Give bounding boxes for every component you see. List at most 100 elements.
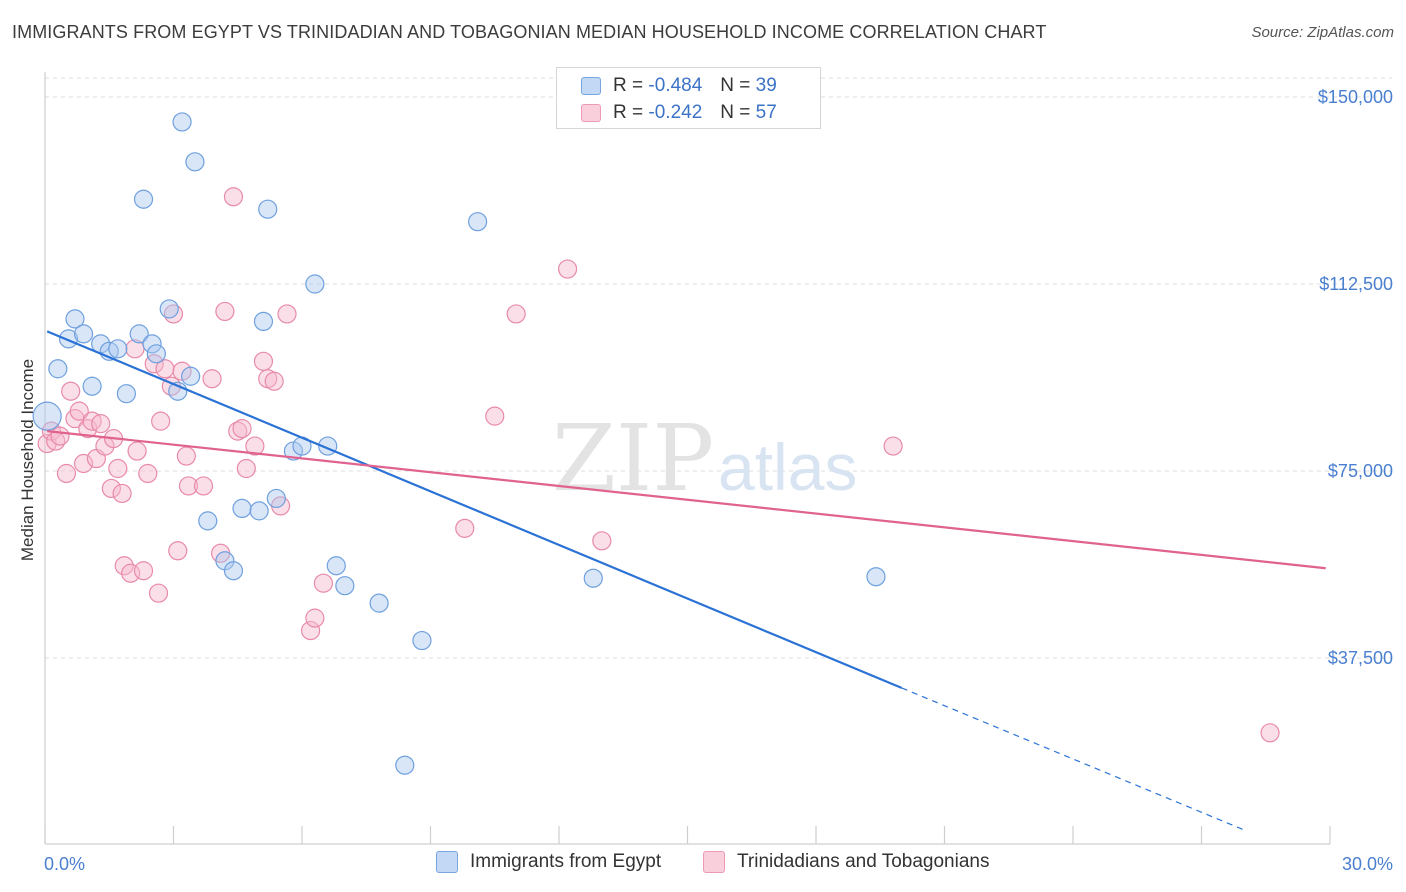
legend-row-egypt: R = -0.484 N = 39 xyxy=(581,74,777,98)
point-egypt xyxy=(866,567,886,587)
point-egypt xyxy=(305,274,325,294)
point-trinidadians xyxy=(236,458,256,479)
point-egypt xyxy=(223,561,244,581)
series-legend-label: Trinidadians and Tobagonians xyxy=(737,851,990,872)
point-trinidadians xyxy=(138,463,158,484)
point-egypt xyxy=(249,501,269,521)
y-tick-labels: $37,500 $75,000 $112,500 $150,000 xyxy=(1318,87,1393,668)
watermark: ZIP atlas xyxy=(552,405,857,512)
legend-r-label: R = xyxy=(613,102,644,123)
point-trinidadians xyxy=(112,483,132,504)
point-trinidadians xyxy=(91,414,111,434)
point-trinidadians xyxy=(127,441,147,461)
point-trinidadians xyxy=(108,458,128,479)
trend-line-trinidadians xyxy=(47,430,1326,570)
point-trinidadians xyxy=(148,583,169,603)
y-tick-label: $37,500 xyxy=(1328,648,1393,668)
watermark-zip: ZIP xyxy=(552,405,714,512)
point-egypt xyxy=(253,311,274,331)
point-egypt xyxy=(65,309,85,329)
point-egypt xyxy=(266,488,286,509)
point-egypt xyxy=(181,366,201,386)
point-trinidadians xyxy=(300,620,321,641)
point-trinidadians xyxy=(176,446,196,466)
point-trinidadians xyxy=(202,369,222,389)
point-trinidadians xyxy=(101,478,121,499)
point-trinidadians xyxy=(305,608,325,628)
point-egypt xyxy=(129,324,149,344)
legend-n-label: N = xyxy=(720,75,751,96)
point-egypt xyxy=(159,299,179,319)
point-egypt xyxy=(133,189,154,209)
trend-line-egypt xyxy=(46,330,903,689)
point-trinidadians xyxy=(264,371,284,391)
legend-r-value: -0.484 xyxy=(648,75,703,96)
y-tick-label: $150,000 xyxy=(1318,87,1393,107)
point-egypt xyxy=(146,344,166,364)
point-trinidadians xyxy=(50,426,70,446)
point-egypt xyxy=(326,556,346,576)
watermark-atlas: atlas xyxy=(718,430,857,504)
x-tick-labels: 0.0% 30.0% xyxy=(44,854,1393,874)
series-legend-label: Immigrants from Egypt xyxy=(470,851,662,872)
trend-line-egypt-extension xyxy=(901,687,1245,831)
point-trinidadians xyxy=(1260,723,1280,743)
legend-n-value: 39 xyxy=(755,75,777,96)
point-egypt xyxy=(172,112,192,132)
point-egypt xyxy=(108,339,128,359)
legend-n-label: N = xyxy=(720,102,751,123)
source-credit: Source: ZipAtlas.com xyxy=(1251,24,1394,41)
legend-n-value: 57 xyxy=(755,102,777,123)
correlation-legend: R = -0.484 N = 39 R = -0.242 N = 57 xyxy=(556,67,821,129)
series-legend-swatch-pink xyxy=(703,851,725,873)
x-tick-label: 0.0% xyxy=(44,854,85,874)
point-trinidadians xyxy=(223,187,244,207)
point-egypt xyxy=(32,401,62,431)
point-trinidadians xyxy=(245,436,265,456)
y-tick-label: $75,000 xyxy=(1328,461,1393,481)
legend-swatch-pink xyxy=(581,104,601,122)
legend-swatch-blue xyxy=(581,77,601,95)
point-egypt xyxy=(73,324,94,344)
point-egypt xyxy=(116,384,136,404)
point-egypt xyxy=(48,359,68,379)
point-trinidadians xyxy=(455,518,475,538)
point-trinidadians xyxy=(215,301,235,322)
point-trinidadians xyxy=(69,401,89,421)
point-trinidadians xyxy=(313,573,334,593)
series-legend-swatch-blue xyxy=(436,851,458,873)
point-trinidadians xyxy=(168,541,188,561)
point-trinidadians xyxy=(557,259,578,279)
point-egypt xyxy=(583,568,603,588)
axes xyxy=(44,72,1331,845)
trend-lines xyxy=(46,330,1326,831)
series-legend-egypt: Immigrants from Egypt xyxy=(436,851,661,873)
point-egypt xyxy=(412,630,432,651)
legend-r-value: -0.242 xyxy=(648,102,703,123)
point-trinidadians xyxy=(232,419,252,439)
point-egypt xyxy=(232,498,252,518)
point-egypt xyxy=(142,334,162,354)
gridlines xyxy=(45,77,1392,659)
legend-row-trinidadians: R = -0.242 N = 57 xyxy=(581,101,777,125)
point-trinidadians xyxy=(178,476,199,496)
series-egypt-points xyxy=(32,112,886,775)
point-trinidadians xyxy=(193,476,214,496)
point-trinidadians xyxy=(151,411,171,431)
point-trinidadians xyxy=(61,381,81,401)
point-egypt xyxy=(82,376,102,396)
chart-title: IMMIGRANTS FROM EGYPT VS TRINIDADIAN AND… xyxy=(12,22,1047,42)
point-egypt xyxy=(369,593,389,613)
point-egypt xyxy=(185,152,205,172)
point-trinidadians xyxy=(883,436,903,456)
point-egypt xyxy=(198,511,218,531)
series-legend-trinidadians: Trinidadians and Tobagonians xyxy=(703,851,989,873)
point-trinidadians xyxy=(253,351,274,371)
point-egypt xyxy=(258,199,278,219)
point-trinidadians xyxy=(506,304,526,324)
point-trinidadians xyxy=(133,561,154,581)
y-tick-label: $112,500 xyxy=(1319,274,1393,294)
point-trinidadians xyxy=(56,463,77,484)
x-tick-label: 30.0% xyxy=(1342,854,1393,874)
